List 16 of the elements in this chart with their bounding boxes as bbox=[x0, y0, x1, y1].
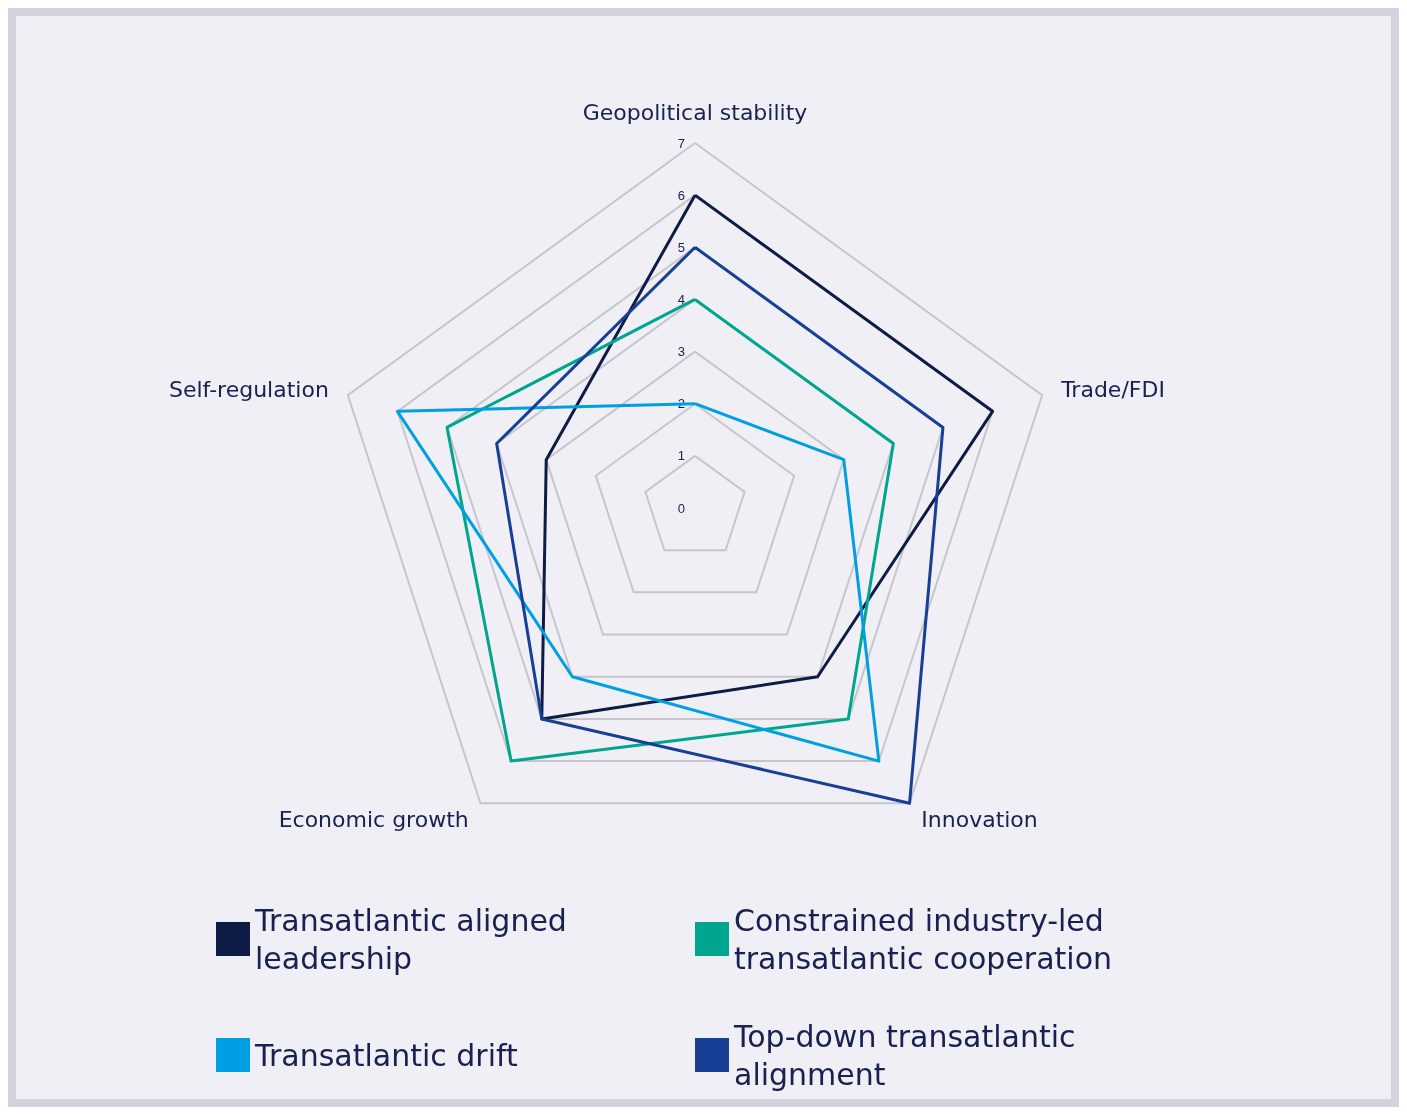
y-tick-label: 4 bbox=[677, 291, 685, 307]
spoke-label: Self-regulation bbox=[169, 376, 329, 402]
spoke-label: Trade/FDI bbox=[1060, 376, 1165, 402]
y-tick-label: 1 bbox=[677, 448, 685, 464]
legend-label: Transatlantic aligned leadership bbox=[254, 902, 577, 976]
y-tick-label: 7 bbox=[677, 135, 685, 151]
y-tick-label: 0 bbox=[677, 500, 685, 516]
spoke-label: Economic growth bbox=[278, 806, 469, 832]
spoke-label: Innovation bbox=[921, 806, 1038, 832]
legend-label: Transatlantic drift bbox=[254, 1037, 519, 1073]
legend-label: Top-down transatlantic alignment bbox=[733, 1018, 1086, 1092]
y-tick-label: 5 bbox=[677, 239, 685, 255]
y-tick-label: 3 bbox=[677, 344, 685, 360]
y-tick-label: 6 bbox=[677, 187, 685, 203]
legend-label: Constrained industry-led transatlantic cooperation bbox=[734, 902, 1114, 976]
spoke-label: Geopolitical stability bbox=[582, 99, 808, 125]
